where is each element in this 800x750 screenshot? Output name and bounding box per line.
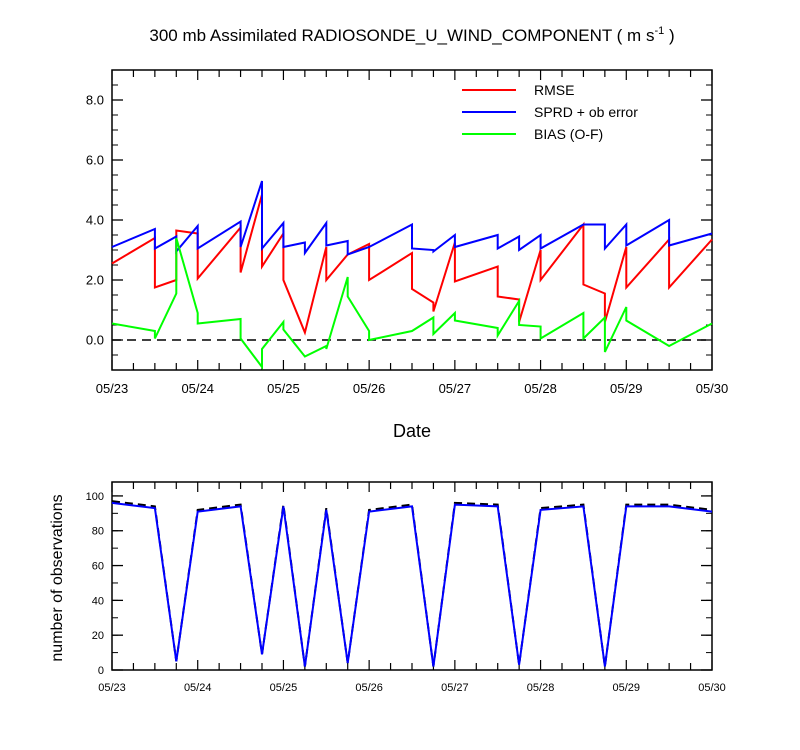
bottom-x-tick-label: 05/25 [270, 682, 298, 694]
bottom-y-tick-label: 20 [92, 630, 104, 642]
bottom-x-tick-label: 05/24 [184, 682, 212, 694]
bottom-x-tick-label: 05/30 [698, 682, 726, 694]
bottom-x-tick-label: 05/23 [98, 682, 126, 694]
bottom-x-tick-label: 05/26 [355, 682, 383, 694]
legend-label-rmse: RMSE [534, 82, 574, 98]
top-x-tick-label: 05/30 [696, 381, 729, 396]
bottom-x-tick-label: 05/28 [527, 682, 555, 694]
legend-label-bias-o-f: BIAS (O-F) [534, 126, 603, 142]
top-y-tick-label: 6.0 [86, 153, 104, 168]
top-x-tick-label: 05/29 [610, 381, 643, 396]
bottom-plot: 05/23 05/24 05/25 05/26 05/27 05/28 05/29 05/30… [86, 481, 726, 694]
chart-title-main: 300 mb Assimilated RADIOSONDE_U_WIND_COM… [149, 26, 654, 45]
top-y-tick-label: 8.0 [86, 93, 104, 108]
chart-title: 300 mb Assimilated RADIOSONDE_U_WIND_COM… [149, 25, 674, 45]
top-plot: 05/23 05/24 05/25 05/26 05/27 05/28 05/29 05/30… [86, 69, 729, 396]
series-line-rmse [111, 194, 713, 336]
top-y-tick-label: 4.0 [86, 213, 104, 228]
top-x-tick-label: 05/24 [181, 381, 214, 396]
bottom-y-tick-label: 80 [92, 526, 104, 538]
legend-label-sprd-ob-error: SPRD + ob error [534, 104, 638, 120]
series-line-observations-possible [111, 500, 713, 667]
top-y-tick-label: 2.0 [86, 273, 104, 288]
chart-title-superscript: -1 [654, 25, 664, 37]
series-line-observations-used [111, 501, 713, 667]
top-x-tick-label: 05/28 [524, 381, 557, 396]
chart-title-end: ) [664, 26, 674, 45]
series-line-sprd-ob-error [111, 180, 713, 257]
top-y-tick-label: 0.0 [86, 333, 104, 348]
top-x-tick-label: 05/25 [267, 381, 300, 396]
y-axis-label-bottom: number of observations [49, 494, 66, 661]
bottom-y-tick-label: 100 [86, 491, 104, 503]
bottom-y-tick-label: 0 [98, 665, 104, 677]
series-line-bias-o-f [111, 237, 713, 370]
x-axis-label: Date [393, 421, 431, 441]
bottom-y-tick-label: 40 [92, 595, 104, 607]
bottom-x-tick-label: 05/29 [613, 682, 641, 694]
bottom-x-tick-label: 05/27 [441, 682, 469, 694]
top-x-tick-label: 05/23 [96, 381, 129, 396]
bottom-y-tick-label: 60 [92, 561, 104, 573]
top-x-tick-label: 05/27 [439, 381, 472, 396]
top-x-tick-label: 05/26 [353, 381, 386, 396]
